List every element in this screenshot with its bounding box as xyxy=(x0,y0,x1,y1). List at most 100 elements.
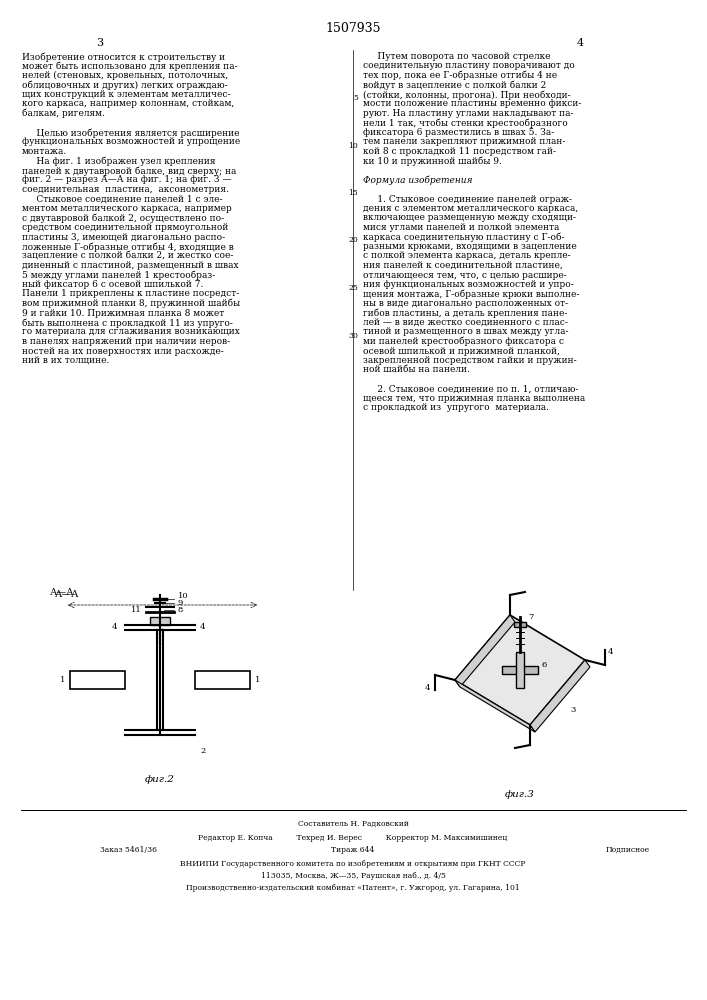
Text: 3: 3 xyxy=(96,38,103,48)
Text: 1: 1 xyxy=(255,676,260,684)
Text: зацепление с полкой балки 2, и жестко сое-: зацепление с полкой балки 2, и жестко со… xyxy=(22,251,233,260)
Text: вом прижимной планки 8, пружинной шайбы: вом прижимной планки 8, пружинной шайбы xyxy=(22,299,240,308)
Text: нелей (стеновых, кровельных, потолочных,: нелей (стеновых, кровельных, потолочных, xyxy=(22,71,228,80)
Text: Редактор Е. Копча          Техред И. Верес          Корректор М. Максимишинец: Редактор Е. Копча Техред И. Верес Коррек… xyxy=(199,834,508,842)
Text: Панели 1 прикреплены к пластине посредст-: Панели 1 прикреплены к пластине посредст… xyxy=(22,290,239,298)
Polygon shape xyxy=(455,615,585,725)
Polygon shape xyxy=(502,666,538,674)
Text: 7: 7 xyxy=(528,613,533,621)
Text: 8: 8 xyxy=(178,606,183,614)
Text: ны в виде диагонально расположенных от-: ны в виде диагонально расположенных от- xyxy=(363,299,568,308)
Text: разными крюками, входящими в зацепление: разными крюками, входящими в зацепление xyxy=(363,242,577,251)
Text: 6: 6 xyxy=(542,661,547,669)
Text: каркаса соединительную пластину с Г-об-: каркаса соединительную пластину с Г-об- xyxy=(363,232,564,242)
Text: кого каркаса, например колоннам, стойкам,: кого каркаса, например колоннам, стойкам… xyxy=(22,100,234,108)
Polygon shape xyxy=(516,652,524,688)
Text: осевой шпилькой и прижимной планкой,: осевой шпилькой и прижимной планкой, xyxy=(363,347,560,356)
Text: Составитель Н. Радковский: Составитель Н. Радковский xyxy=(298,820,409,828)
Text: ния функциональных возможностей и упро-: ния функциональных возможностей и упро- xyxy=(363,280,574,289)
Text: А—А: А—А xyxy=(50,588,74,597)
Text: тиной и размещенного в швах между угла-: тиной и размещенного в швах между угла- xyxy=(363,328,568,336)
Text: 2: 2 xyxy=(200,747,205,755)
Text: диненный с пластиной, размещенный в швах: диненный с пластиной, размещенный в швах xyxy=(22,261,239,270)
Text: щения монтажа, Г-образные крюки выполне-: щения монтажа, Г-образные крюки выполне- xyxy=(363,290,579,299)
Text: 5: 5 xyxy=(353,94,358,102)
Text: Подписное: Подписное xyxy=(606,846,650,854)
Text: 4: 4 xyxy=(576,38,583,48)
Text: с прокладкой из  упругого  материала.: с прокладкой из упругого материала. xyxy=(363,403,549,412)
Text: 3: 3 xyxy=(570,706,575,714)
Text: монтажа.: монтажа. xyxy=(22,147,67,156)
Text: с двутавровой балкой 2, осуществлено по-: с двутавровой балкой 2, осуществлено по- xyxy=(22,214,224,223)
Text: ний в их толщине.: ний в их толщине. xyxy=(22,356,110,365)
Text: включающее размещенную между сходящи-: включающее размещенную между сходящи- xyxy=(363,214,576,223)
Text: ложенные Г-образные отгибы 4, входящие в: ложенные Г-образные отгибы 4, входящие в xyxy=(22,242,234,251)
Text: ной шайбы на панели.: ной шайбы на панели. xyxy=(363,365,470,374)
Text: с полкой элемента каркаса, деталь крепле-: с полкой элемента каркаса, деталь крепле… xyxy=(363,251,571,260)
Text: соединительную пластину поворачивают до: соединительную пластину поворачивают до xyxy=(363,62,575,70)
Text: (стойки, колонны, прогона). При необходи-: (стойки, колонны, прогона). При необходи… xyxy=(363,90,571,100)
Text: балкам, ригелям.: балкам, ригелям. xyxy=(22,109,105,118)
Text: войдут в зацепление с полкой балки 2: войдут в зацепление с полкой балки 2 xyxy=(363,81,547,90)
Text: функциональных возможностей и упрощение: функциональных возможностей и упрощение xyxy=(22,137,240,146)
Text: 5 между углами панелей 1 крестообраз-: 5 между углами панелей 1 крестообраз- xyxy=(22,270,215,280)
Text: А—А: А—А xyxy=(55,590,79,599)
Text: мости положение пластины временно фикси-: мости положение пластины временно фикси- xyxy=(363,100,581,108)
Text: Стыковое соединение панелей 1 с эле-: Стыковое соединение панелей 1 с эле- xyxy=(22,194,223,204)
Text: соединительная  пластина,  аксонометрия.: соединительная пластина, аксонометрия. xyxy=(22,185,229,194)
Text: го материала для сглаживания возникающих: го материала для сглаживания возникающих xyxy=(22,328,240,336)
Text: 4: 4 xyxy=(112,623,117,631)
Text: Заказ 5461/36: Заказ 5461/36 xyxy=(100,846,157,854)
Text: 113035, Москва, Ж—35, Раушская наб., д. 4/5: 113035, Москва, Ж—35, Раушская наб., д. … xyxy=(261,872,445,880)
Text: тем панели закрепляют прижимной план-: тем панели закрепляют прижимной план- xyxy=(363,137,566,146)
Text: Целью изобретения является расширение: Целью изобретения является расширение xyxy=(22,128,240,137)
Text: нели 1 так, чтобы стенки крестообразного: нели 1 так, чтобы стенки крестообразного xyxy=(363,118,568,128)
Text: Производственно-издательский комбинат «Патент», г. Ужгород, ул. Гагарина, 101: Производственно-издательский комбинат «П… xyxy=(186,884,520,892)
Text: ностей на их поверхностях или расхожде-: ностей на их поверхностях или расхожде- xyxy=(22,347,223,356)
Text: Тираж 644: Тираж 644 xyxy=(332,846,375,854)
Text: кой 8 с прокладкой 11 посредством гай-: кой 8 с прокладкой 11 посредством гай- xyxy=(363,147,556,156)
Text: руют. На пластину углами накладывают па-: руют. На пластину углами накладывают па- xyxy=(363,109,573,118)
Text: ментом металлического каркаса, например: ментом металлического каркаса, например xyxy=(22,204,232,213)
Text: фиг.2: фиг.2 xyxy=(145,775,175,784)
Text: 9 и гайки 10. Прижимная планка 8 может: 9 и гайки 10. Прижимная планка 8 может xyxy=(22,308,224,318)
Text: ми панелей крестообразного фиксатора с: ми панелей крестообразного фиксатора с xyxy=(363,337,564,347)
Text: фиг.3: фиг.3 xyxy=(505,790,535,799)
Text: 10: 10 xyxy=(349,141,358,149)
Text: ный фиксатор 6 с осевой шпилькой 7.: ный фиксатор 6 с осевой шпилькой 7. xyxy=(22,280,204,289)
Text: мися углами панелей и полкой элемента: мися углами панелей и полкой элемента xyxy=(363,223,559,232)
Text: 10: 10 xyxy=(178,592,189,600)
Text: 9: 9 xyxy=(178,599,183,607)
Text: ния панелей к соединительной пластине,: ния панелей к соединительной пластине, xyxy=(363,261,563,270)
Text: 11: 11 xyxy=(132,606,142,614)
Text: щееся тем, что прижимная планка выполнена: щееся тем, что прижимная планка выполнен… xyxy=(363,394,585,403)
Text: тех пор, пока ее Г-образные отгибы 4 не: тех пор, пока ее Г-образные отгибы 4 не xyxy=(363,71,557,81)
Polygon shape xyxy=(530,660,590,732)
Text: 1: 1 xyxy=(59,676,65,684)
Text: 15: 15 xyxy=(349,189,358,197)
Polygon shape xyxy=(455,680,535,732)
Text: 1. Стыковое соединение панелей ограж-: 1. Стыковое соединение панелей ограж- xyxy=(363,194,572,204)
Text: фиксатора 6 разместились в швах 5. За-: фиксатора 6 разместились в швах 5. За- xyxy=(363,128,554,137)
Text: 20: 20 xyxy=(349,236,358,244)
Text: гибов пластины, а деталь крепления пане-: гибов пластины, а деталь крепления пане- xyxy=(363,308,568,318)
Text: лей — в виде жестко соединенного с плас-: лей — в виде жестко соединенного с плас- xyxy=(363,318,568,327)
Text: ки 10 и пружинной шайбы 9.: ки 10 и пружинной шайбы 9. xyxy=(363,156,502,166)
Text: 2. Стыковое соединение по п. 1, отличаю-: 2. Стыковое соединение по п. 1, отличаю- xyxy=(363,384,578,393)
Text: 1507935: 1507935 xyxy=(325,22,381,35)
Polygon shape xyxy=(455,615,515,687)
Text: фиг. 2 — разрез А—А на фиг. 1; на фиг. 3 —: фиг. 2 — разрез А—А на фиг. 1; на фиг. 3… xyxy=(22,176,231,184)
Text: панелей к двутавровой балке, вид сверху; на: панелей к двутавровой балке, вид сверху;… xyxy=(22,166,236,176)
Text: быть выполнена с прокладкой 11 из упруго-: быть выполнена с прокладкой 11 из упруго… xyxy=(22,318,233,328)
Text: дения с элементом металлического каркаса,: дения с элементом металлического каркаса… xyxy=(363,204,578,213)
Text: закрепленной посредством гайки и пружин-: закрепленной посредством гайки и пружин- xyxy=(363,356,577,365)
Text: 4: 4 xyxy=(424,684,430,692)
Text: 4: 4 xyxy=(200,623,206,631)
Polygon shape xyxy=(150,617,170,625)
Text: отличающееся тем, что, с целью расшире-: отличающееся тем, что, с целью расшире- xyxy=(363,270,567,279)
Text: Путем поворота по часовой стрелке: Путем поворота по часовой стрелке xyxy=(363,52,551,61)
Text: ВНИИПИ Государственного комитета по изобретениям и открытиям при ГКНТ СССР: ВНИИПИ Государственного комитета по изоб… xyxy=(180,860,526,868)
Text: пластины 3, имеющей диагонально распо-: пластины 3, имеющей диагонально распо- xyxy=(22,232,225,241)
Text: в панелях напряжений при наличии неров-: в панелях напряжений при наличии неров- xyxy=(22,337,230,346)
Text: 25: 25 xyxy=(349,284,358,292)
